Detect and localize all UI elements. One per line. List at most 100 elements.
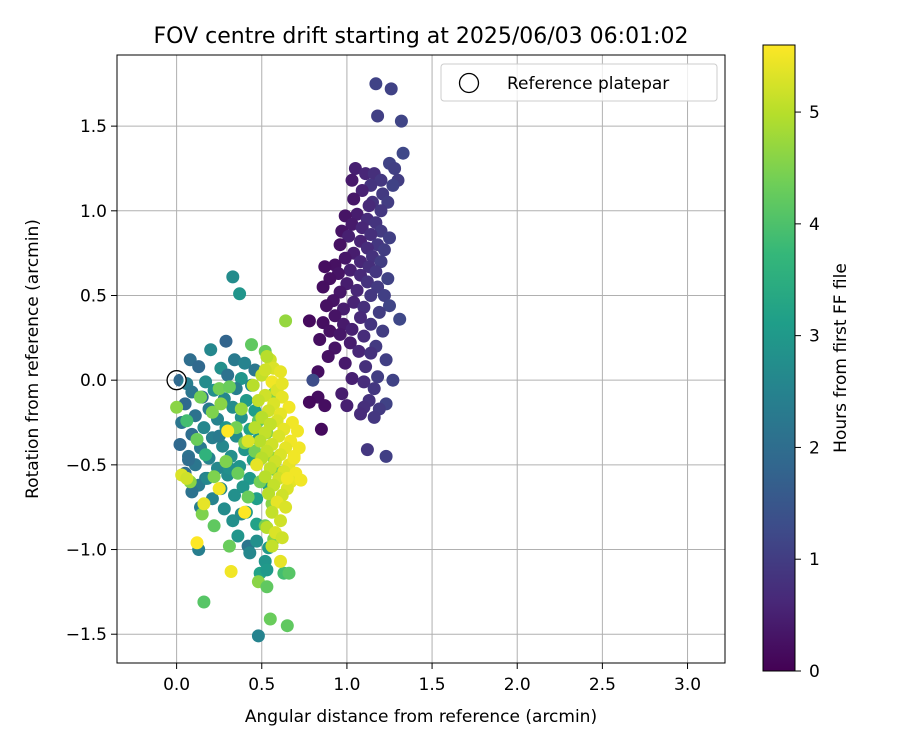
- x-tick-label: 3.0: [674, 675, 701, 695]
- data-point: [274, 365, 287, 379]
- data-point: [274, 554, 287, 568]
- data-point: [258, 363, 272, 377]
- colorbar: 0 1 2 3 4 5 Hours from first FF file: [762, 44, 851, 682]
- y-tick-label: 0.0: [80, 371, 107, 391]
- chart-title: FOV centre drift starting at 2025/06/03 …: [154, 24, 689, 49]
- data-point: [241, 490, 255, 504]
- legend: Reference platepar: [440, 63, 718, 102]
- data-point: [372, 305, 386, 319]
- data-point: [234, 372, 248, 385]
- data-point: [383, 231, 396, 245]
- data-point: [371, 109, 385, 123]
- x-tick-label: 0.0: [163, 675, 190, 695]
- data-point: [185, 485, 199, 499]
- data-point: [207, 519, 221, 533]
- data-point: [173, 438, 187, 451]
- data-point: [348, 162, 362, 175]
- data-point: [388, 162, 402, 175]
- data-point: [335, 387, 349, 401]
- data-point: [343, 263, 357, 277]
- data-point: [250, 534, 264, 548]
- data-point: [359, 360, 373, 374]
- data-point: [251, 629, 265, 643]
- data-point: [180, 471, 194, 485]
- colorbar-tick-label: 5: [809, 103, 820, 123]
- data-point: [352, 344, 366, 358]
- data-point: [333, 327, 347, 341]
- y-tick-label: 1.5: [80, 117, 107, 137]
- data-point: [343, 336, 357, 350]
- colorbar-tick-label: 4: [809, 215, 820, 235]
- colorbar-tick-label: 2: [809, 438, 820, 458]
- data-point: [364, 289, 378, 302]
- data-point: [246, 378, 260, 392]
- y-axis-ticks: −1.5 −1.0 −0.5 0.0 0.5 1.0 1.5: [66, 117, 117, 645]
- data-point: [321, 350, 335, 363]
- data-point: [364, 346, 378, 360]
- data-point: [280, 619, 294, 633]
- y-tick-label: −1.0: [66, 541, 107, 561]
- data-point: [333, 238, 347, 252]
- data-point: [314, 422, 328, 436]
- data-point: [251, 394, 265, 407]
- data-point: [338, 251, 352, 265]
- data-point: [234, 402, 248, 416]
- legend-marker-reference: [458, 72, 480, 94]
- data-point: [238, 356, 252, 370]
- data-point: [354, 407, 367, 421]
- data-point: [320, 299, 333, 313]
- data-point: [302, 395, 316, 409]
- data-point: [207, 470, 221, 484]
- data-point: [369, 77, 383, 91]
- x-axis-ticks: 0.0 0.5 1.0 1.5 2.0 2.5 3.0: [163, 663, 701, 695]
- data-point: [274, 514, 287, 528]
- data-point: [302, 314, 316, 328]
- data-point: [345, 173, 359, 187]
- data-point: [393, 312, 407, 326]
- data-point: [367, 382, 381, 396]
- data-point: [262, 487, 276, 501]
- scatter-points: [170, 77, 410, 643]
- data-point: [217, 502, 231, 516]
- data-point: [355, 184, 369, 197]
- legend-label-reference: Reference platepar: [507, 74, 669, 94]
- data-point: [195, 507, 209, 521]
- data-point: [345, 372, 359, 385]
- colorbar-tick-label: 0: [809, 662, 820, 682]
- data-point: [377, 289, 391, 302]
- data-point: [275, 377, 289, 391]
- data-point: [291, 424, 304, 438]
- data-point: [219, 455, 233, 468]
- data-point: [197, 595, 211, 609]
- data-point: [260, 580, 274, 594]
- data-point: [263, 417, 277, 431]
- data-point: [214, 397, 228, 411]
- data-point: [238, 505, 252, 519]
- data-point: [350, 283, 364, 297]
- data-point: [212, 382, 226, 396]
- data-point: [338, 356, 352, 370]
- data-point: [265, 539, 279, 553]
- data-point: [205, 405, 219, 419]
- data-point: [287, 451, 301, 465]
- data-point: [192, 360, 206, 374]
- data-point: [231, 466, 245, 480]
- data-point: [279, 314, 293, 328]
- data-point: [357, 300, 371, 314]
- data-point: [350, 207, 364, 221]
- data-point: [197, 421, 211, 435]
- data-point: [197, 497, 211, 511]
- data-point: [318, 260, 332, 274]
- data-point: [221, 424, 235, 438]
- data-point: [306, 373, 320, 387]
- data-point: [357, 375, 371, 389]
- data-point: [383, 299, 396, 313]
- colorbar-ticks: 0 1 2 3 4 5: [795, 103, 820, 682]
- data-point: [248, 421, 262, 435]
- data-point: [194, 390, 207, 404]
- data-point: [374, 255, 388, 269]
- data-point: [279, 500, 293, 514]
- data-point: [253, 434, 267, 448]
- data-point: [396, 146, 410, 160]
